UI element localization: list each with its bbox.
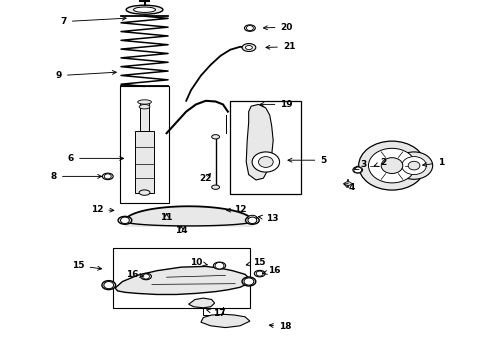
Text: 7: 7 — [60, 17, 126, 26]
Polygon shape — [246, 104, 273, 180]
Circle shape — [215, 262, 224, 269]
Circle shape — [246, 26, 253, 31]
Ellipse shape — [242, 277, 256, 286]
Text: 17: 17 — [207, 309, 226, 318]
Text: 12: 12 — [227, 205, 246, 214]
Circle shape — [368, 148, 416, 183]
Text: 2: 2 — [374, 158, 386, 167]
Text: 11: 11 — [160, 213, 173, 222]
Text: 20: 20 — [264, 22, 293, 31]
Ellipse shape — [242, 44, 256, 51]
Circle shape — [402, 157, 426, 175]
Text: 15: 15 — [72, 261, 101, 270]
Circle shape — [244, 278, 254, 285]
Circle shape — [104, 174, 111, 179]
Circle shape — [381, 158, 403, 174]
Text: 22: 22 — [199, 174, 212, 183]
Ellipse shape — [245, 45, 252, 49]
Circle shape — [408, 161, 420, 170]
Text: 19: 19 — [260, 100, 293, 109]
Text: 6: 6 — [68, 154, 123, 163]
Bar — [230, 101, 301, 194]
Circle shape — [259, 157, 273, 167]
Ellipse shape — [133, 7, 156, 12]
Bar — [135, 131, 154, 193]
Ellipse shape — [118, 216, 132, 224]
Text: 3: 3 — [355, 161, 367, 170]
Text: 18: 18 — [270, 323, 292, 331]
Text: 8: 8 — [51, 172, 101, 181]
Circle shape — [121, 217, 129, 224]
Ellipse shape — [102, 281, 116, 289]
Ellipse shape — [141, 273, 151, 280]
Polygon shape — [201, 314, 250, 328]
Text: 16: 16 — [263, 266, 281, 275]
Text: 1: 1 — [423, 158, 444, 167]
Bar — [140, 102, 149, 131]
Circle shape — [104, 282, 114, 289]
Ellipse shape — [245, 216, 259, 224]
Circle shape — [395, 152, 433, 179]
Ellipse shape — [353, 167, 363, 173]
Ellipse shape — [126, 5, 163, 14]
Bar — [120, 86, 169, 203]
Text: 14: 14 — [175, 226, 188, 235]
Text: 4: 4 — [343, 183, 355, 192]
Circle shape — [354, 167, 362, 173]
Ellipse shape — [212, 185, 220, 189]
Ellipse shape — [139, 104, 150, 109]
Circle shape — [252, 152, 280, 172]
Text: 12: 12 — [91, 205, 114, 214]
Polygon shape — [189, 298, 215, 308]
Text: 9: 9 — [55, 71, 116, 80]
Text: 15: 15 — [246, 258, 266, 266]
Ellipse shape — [214, 262, 225, 269]
Text: 10: 10 — [190, 258, 208, 266]
Ellipse shape — [102, 173, 113, 180]
Ellipse shape — [245, 25, 255, 31]
Circle shape — [256, 271, 263, 276]
Ellipse shape — [254, 270, 265, 277]
Ellipse shape — [248, 215, 257, 220]
Polygon shape — [115, 266, 250, 294]
Circle shape — [143, 274, 149, 279]
Ellipse shape — [344, 182, 351, 185]
Circle shape — [248, 217, 257, 224]
Text: 16: 16 — [126, 270, 144, 279]
Ellipse shape — [138, 100, 151, 104]
Text: 5: 5 — [288, 156, 326, 165]
Text: 21: 21 — [266, 42, 295, 51]
Text: 13: 13 — [259, 214, 278, 223]
Ellipse shape — [212, 135, 220, 139]
Bar — [113, 248, 250, 308]
Ellipse shape — [139, 190, 150, 195]
Circle shape — [359, 141, 425, 190]
